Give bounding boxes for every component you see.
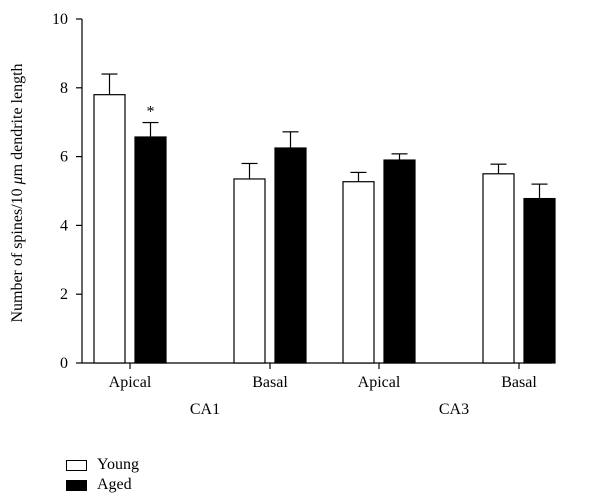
- y-axis-label-mu: μ: [9, 176, 26, 185]
- y-axis-label-prefix: Number of spines/10: [9, 184, 26, 322]
- legend-item-young: Young: [66, 455, 139, 475]
- y-tick-label-2: 4: [60, 217, 68, 234]
- bar-young-3: [482, 173, 515, 364]
- y-axis-label: Number of spines/10 μm dendrite length: [9, 63, 26, 322]
- significance-marker-0: *: [147, 104, 155, 121]
- legend-item-aged: Aged: [66, 475, 139, 495]
- bar-aged-2: [383, 159, 416, 364]
- bar-young-1: [233, 178, 266, 364]
- y-tick-label-3: 6: [60, 149, 68, 166]
- bar-aged-1: [274, 147, 307, 364]
- bar-aged-3: [523, 197, 556, 364]
- legend-label-young: Young: [97, 456, 139, 473]
- legend-label-aged: Aged: [97, 476, 132, 493]
- legend: Young Aged: [66, 455, 139, 495]
- plot-area: 0 2 4 6 8 10 Apical Basal Apical Basal CA1 CA3 *: [52, 11, 556, 418]
- group-label-ca1: CA1: [190, 401, 220, 418]
- y-axis-label-suffix: m dendrite length: [9, 63, 26, 176]
- legend-swatch-young: [66, 459, 87, 471]
- bar-young-0: [93, 94, 126, 364]
- x-tick-label-0: Apical: [109, 374, 152, 391]
- y-tick-label-4: 8: [60, 80, 68, 97]
- x-tick-label-2: Apical: [358, 374, 401, 391]
- group-label-ca3: CA3: [439, 401, 469, 418]
- bar-young-2: [342, 181, 375, 364]
- y-tick-label-0: 0: [60, 355, 68, 372]
- y-tick-label-5: 10: [52, 11, 68, 28]
- x-tick-label-1: Basal: [252, 374, 288, 391]
- legend-swatch-aged: [66, 479, 87, 491]
- x-tick-label-3: Basal: [501, 374, 537, 391]
- bar-aged-0: [134, 136, 167, 364]
- y-tick-label-1: 2: [60, 286, 68, 303]
